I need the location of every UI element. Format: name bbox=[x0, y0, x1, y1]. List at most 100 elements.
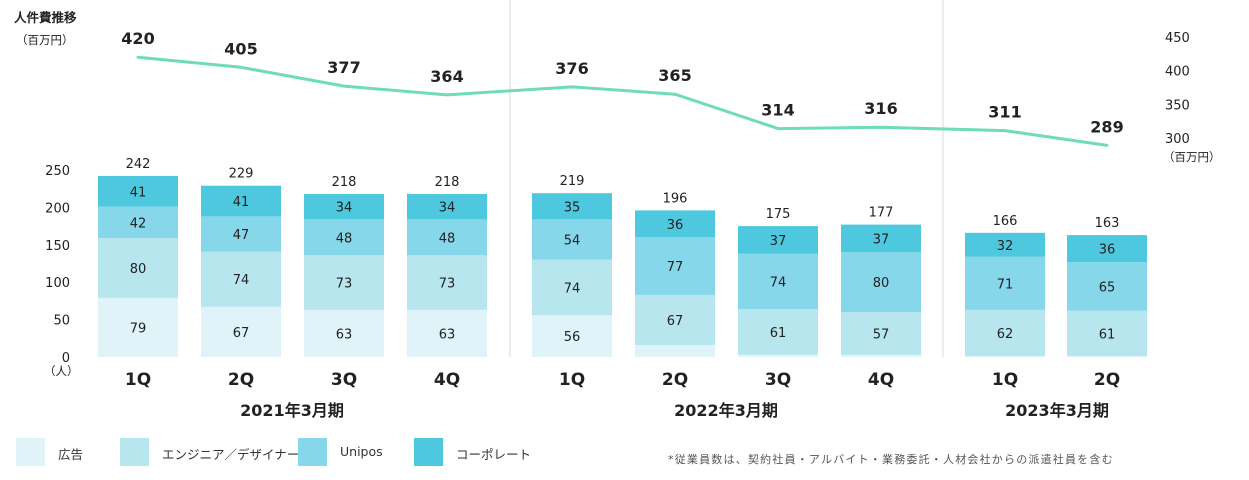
bar-segment-label: 54 bbox=[564, 234, 581, 249]
bar-total-label: 229 bbox=[229, 167, 254, 182]
bar-segment-label: 56 bbox=[564, 330, 581, 345]
bar-segment-label: 35 bbox=[564, 200, 581, 215]
bar-segment bbox=[304, 219, 384, 256]
quarter-label: 1Q bbox=[125, 370, 151, 390]
bar-segment-label: 37 bbox=[770, 234, 787, 249]
bar-segment bbox=[407, 309, 487, 357]
bar-total-label: 175 bbox=[766, 207, 791, 222]
bar-segment-label: 80 bbox=[130, 262, 147, 277]
bar-segment bbox=[965, 356, 1045, 357]
bar-segment bbox=[304, 309, 384, 357]
line-value-label: 365 bbox=[658, 66, 691, 85]
bar-segment-label: 36 bbox=[1099, 243, 1116, 258]
bar-segment bbox=[635, 294, 715, 346]
bar-segment bbox=[407, 219, 487, 256]
bar-segment-label: 41 bbox=[130, 185, 147, 200]
quarter-label: 2Q bbox=[1094, 370, 1120, 390]
bar-segment bbox=[635, 345, 715, 357]
line-value-label: 376 bbox=[555, 59, 588, 78]
bar-axis-tick: 150 bbox=[45, 239, 70, 254]
fiscal-year-label: 2021年3月期 bbox=[240, 401, 344, 420]
cost-line bbox=[136, 55, 1109, 147]
bar-segment bbox=[738, 253, 818, 310]
legend-swatch bbox=[120, 438, 149, 466]
legend-swatch bbox=[16, 438, 45, 466]
bar-segment bbox=[841, 252, 921, 313]
quarter-label: 2Q bbox=[662, 370, 688, 390]
bar-segment bbox=[201, 185, 281, 217]
bar-segment-label: 74 bbox=[564, 281, 581, 296]
bar-segment-label: 63 bbox=[336, 327, 353, 342]
bar-axis-tick: 0 bbox=[62, 351, 70, 366]
line-value-label: 314 bbox=[761, 101, 794, 120]
bar-segment bbox=[532, 315, 612, 357]
line-value-label: 364 bbox=[430, 67, 463, 86]
bar-segment bbox=[201, 251, 281, 307]
bar-segment-label: 41 bbox=[233, 195, 250, 210]
bar-segment bbox=[738, 309, 818, 355]
bar-total-label: 166 bbox=[993, 214, 1018, 229]
bar-segment bbox=[965, 232, 1045, 257]
bar-segment bbox=[841, 312, 921, 355]
bar-segment-label: 61 bbox=[770, 326, 787, 341]
bar-segment-label: 73 bbox=[336, 277, 353, 292]
bar-segment bbox=[965, 309, 1045, 357]
line-value-label: 289 bbox=[1090, 117, 1123, 136]
bar-segment bbox=[304, 193, 384, 220]
bar-total-label: 218 bbox=[435, 175, 460, 190]
bar-segment-label: 74 bbox=[770, 275, 787, 290]
legend-swatch bbox=[414, 438, 443, 466]
bar-segment bbox=[1067, 235, 1147, 263]
bar-segment-label: 48 bbox=[336, 231, 353, 246]
bar-segment-label: 73 bbox=[439, 277, 456, 292]
quarter-label: 4Q bbox=[434, 370, 460, 390]
legend-label: Unipos bbox=[340, 444, 383, 459]
bar-total-label: 218 bbox=[332, 175, 357, 190]
bar-segment bbox=[1067, 356, 1147, 357]
fiscal-year-label: 2023年3月期 bbox=[1005, 401, 1109, 420]
legend-swatch bbox=[298, 438, 327, 466]
bar-segment-label: 48 bbox=[439, 231, 456, 246]
bar-axis-tick: 200 bbox=[45, 201, 70, 216]
quarter-label: 2Q bbox=[228, 370, 254, 390]
bar-segment-label: 57 bbox=[873, 327, 890, 342]
bar-total-label: 219 bbox=[560, 174, 585, 189]
line-value-label: 377 bbox=[327, 58, 360, 77]
bar-segment bbox=[98, 206, 178, 239]
bar-axis-tick: 250 bbox=[45, 164, 70, 179]
bar-segment bbox=[532, 219, 612, 260]
bar-segment bbox=[841, 354, 921, 357]
bar-segment bbox=[1067, 262, 1147, 311]
line-axis-tick: 300 bbox=[1165, 132, 1190, 147]
bar-segment-label: 34 bbox=[439, 201, 456, 216]
bar-segment bbox=[532, 193, 612, 220]
bar-segment-label: 62 bbox=[997, 327, 1014, 342]
quarter-label: 1Q bbox=[559, 370, 585, 390]
bar-total-label: 163 bbox=[1095, 216, 1120, 231]
bar-segment bbox=[201, 216, 281, 252]
bar-axis-tick: 50 bbox=[53, 314, 70, 329]
bar-segment bbox=[407, 255, 487, 310]
bar-segment-label: 67 bbox=[233, 326, 250, 341]
legend-label: コーポレート bbox=[456, 447, 532, 462]
bar-segment bbox=[635, 237, 715, 295]
line-axis-tick: 350 bbox=[1165, 98, 1190, 113]
bar-segment-label: 67 bbox=[667, 314, 684, 329]
bar-segment-label: 79 bbox=[130, 321, 147, 336]
bar-segment-label: 61 bbox=[1099, 327, 1116, 342]
bar-segment-label: 77 bbox=[667, 260, 684, 275]
bar-axis-tick: 100 bbox=[45, 276, 70, 291]
bar-segment bbox=[1067, 310, 1147, 357]
bar-segment bbox=[738, 354, 818, 357]
quarter-label: 3Q bbox=[765, 370, 791, 390]
quarter-label: 3Q bbox=[331, 370, 357, 390]
line-axis-tick: 450 bbox=[1165, 31, 1190, 46]
legend-label: エンジニア／デザイナー bbox=[162, 447, 300, 462]
line-value-label: 420 bbox=[121, 29, 154, 48]
bar-segment bbox=[98, 175, 178, 207]
bar-segment bbox=[841, 224, 921, 253]
bar-segment bbox=[98, 297, 178, 357]
line-axis-unit: （百万円） bbox=[1163, 150, 1221, 164]
bar-segment-label: 42 bbox=[130, 216, 147, 231]
